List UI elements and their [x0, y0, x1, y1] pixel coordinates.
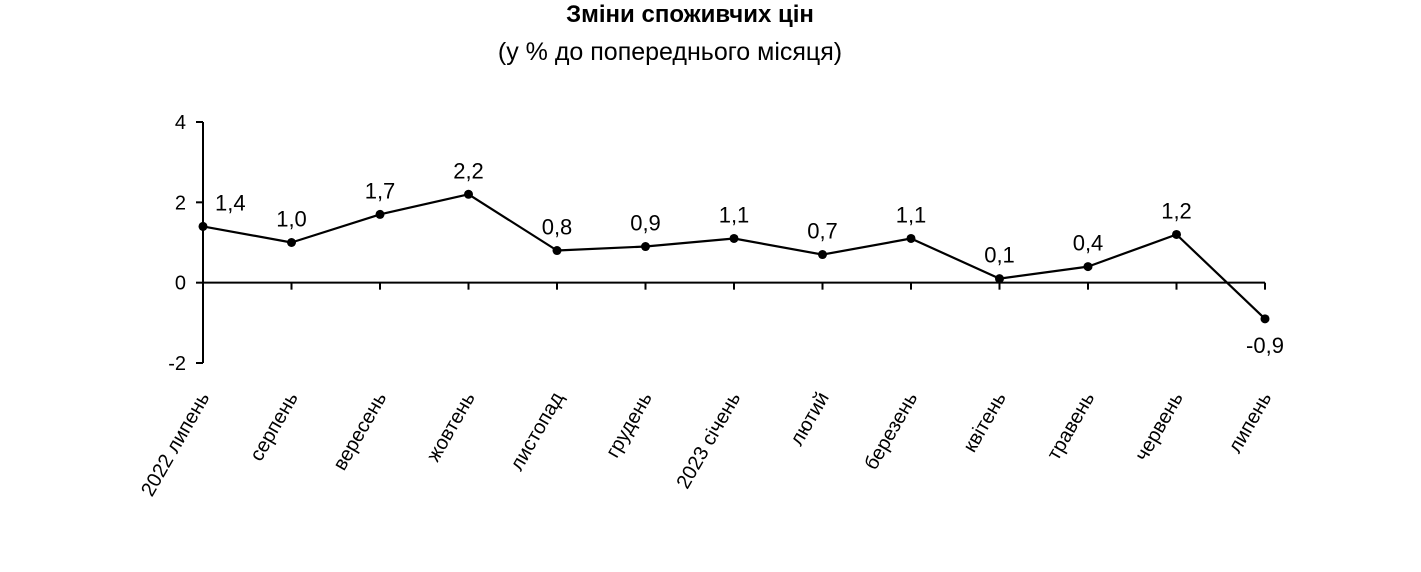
- data-label: 0,9: [630, 211, 661, 236]
- y-tick-label: 4: [175, 112, 186, 134]
- x-tick-label: серпень: [246, 389, 303, 466]
- data-label: 0,8: [542, 215, 573, 240]
- data-label: 1,4: [215, 190, 246, 215]
- data-label: 1,7: [365, 178, 396, 203]
- data-label: 1,2: [1161, 198, 1192, 223]
- y-tick-label: -2: [168, 353, 186, 375]
- x-tick-label: вересень: [329, 389, 391, 475]
- data-point: [906, 233, 916, 243]
- tick-labels: 4 2 0 -2 2022 липень серпень вересень жовтень ли…: [137, 112, 1276, 500]
- data-point: [995, 274, 1004, 284]
- chart-title: Зміни споживчих цін: [566, 1, 814, 28]
- chart-subtitle: (у % до попереднього місяця): [497, 38, 843, 66]
- x-tick-label: листопад: [506, 388, 568, 474]
- x-tick-label: 2022 липень: [137, 389, 214, 501]
- data-point: [818, 250, 827, 260]
- data-point: [1172, 229, 1181, 239]
- data-point: [464, 189, 473, 199]
- x-tick-label: квітень: [959, 389, 1011, 457]
- data-point: [287, 238, 296, 247]
- y-tick-label: 0: [175, 273, 186, 295]
- data-point: [198, 221, 208, 231]
- data-label: 0,4: [1073, 231, 1104, 256]
- data-point: [1083, 262, 1093, 272]
- data-label: 1,1: [896, 202, 927, 227]
- data-point: [552, 246, 562, 256]
- x-tick-label: лютий: [786, 389, 834, 450]
- data-point: [375, 209, 385, 219]
- x-tick-label: березень: [860, 389, 922, 474]
- x-tick-label: червень: [1131, 389, 1188, 466]
- data-label: 1,1: [719, 202, 750, 227]
- data-label: 0,1: [984, 243, 1015, 268]
- markers: [198, 189, 1270, 324]
- x-tick-label: травень: [1043, 389, 1099, 464]
- x-tick-label: липень: [1224, 389, 1276, 457]
- data-label: 1,0: [276, 207, 307, 232]
- x-tick-label: грудень: [602, 389, 657, 462]
- x-tick-label: 2023 січень: [673, 389, 746, 493]
- data-label: 2,2: [453, 158, 484, 183]
- data-point: [729, 233, 739, 243]
- x-tick-label: жовтень: [423, 389, 480, 466]
- data-label: 0,7: [807, 219, 838, 244]
- data-point: [641, 242, 650, 252]
- y-tick-label: 2: [175, 192, 186, 214]
- data-labels: 1,4 1,0 1,7 2,2 0,8 0,9 1,1 0,7 1,1 0,1 0,4 1,2 -0,9: [215, 158, 1284, 358]
- axes: [196, 121, 1266, 364]
- data-label: -0,9: [1246, 333, 1284, 358]
- data-point: [1260, 314, 1270, 324]
